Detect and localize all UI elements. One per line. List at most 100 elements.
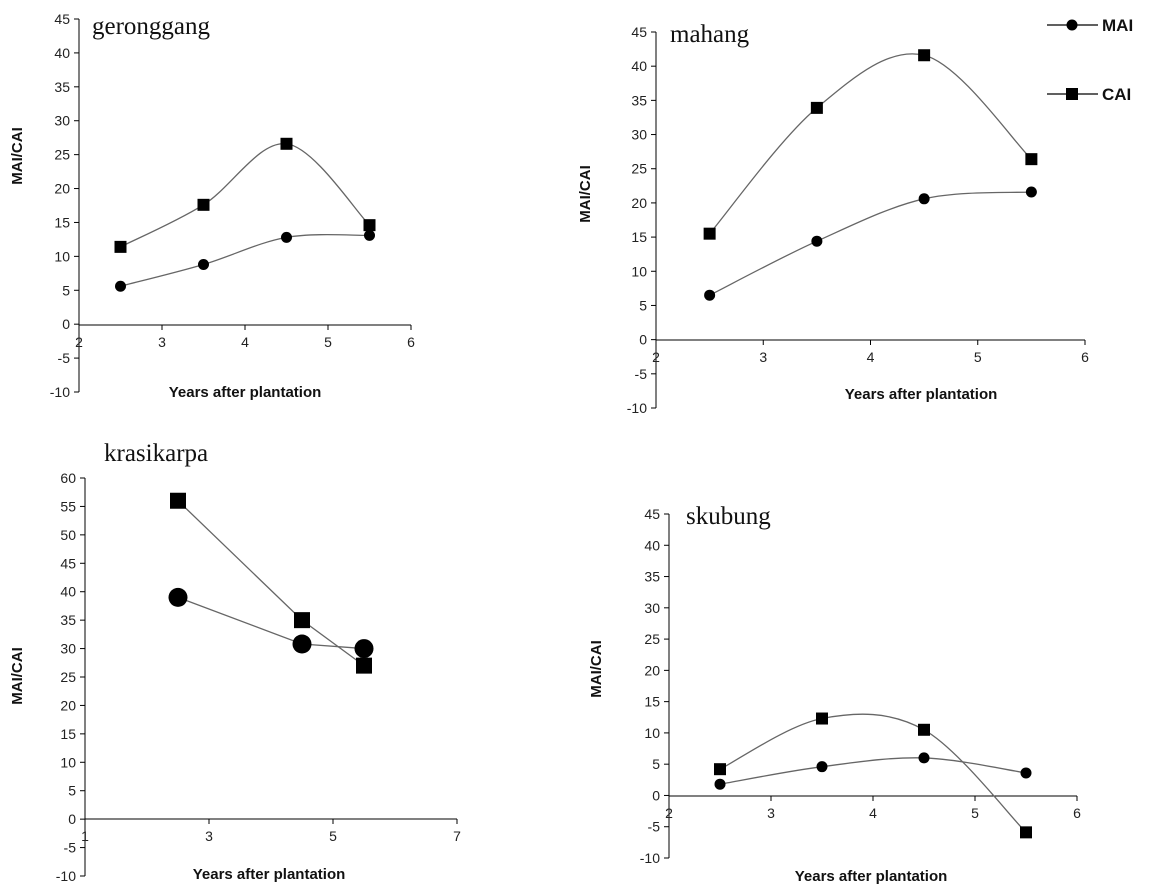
y-tick-label: 15 xyxy=(631,229,647,245)
y-tick-label: 5 xyxy=(62,282,70,298)
data-point-square xyxy=(714,763,726,776)
data-point-square xyxy=(170,492,186,509)
data-point-square xyxy=(918,49,931,62)
series-cai xyxy=(703,49,1038,240)
x-tick-label: 1 xyxy=(81,828,89,844)
legend-marker-square xyxy=(1066,88,1078,100)
data-point-square xyxy=(1020,826,1032,839)
data-point-square xyxy=(280,137,293,150)
y-tick-label: -10 xyxy=(50,384,70,400)
series-line xyxy=(709,53,1032,235)
series-cai xyxy=(170,492,372,674)
y-tick-label: -5 xyxy=(648,819,661,835)
y-tick-label: 55 xyxy=(60,498,76,514)
y-tick-label: -5 xyxy=(64,840,77,856)
series-line xyxy=(709,191,1032,296)
y-tick-label: 25 xyxy=(644,631,660,647)
data-point-circle xyxy=(918,193,930,205)
y-tick-label: 40 xyxy=(631,58,647,74)
series-line xyxy=(177,500,365,667)
y-tick-label: 30 xyxy=(54,113,70,129)
y-tick-label: 25 xyxy=(631,161,647,177)
y-tick-label: 30 xyxy=(60,641,76,657)
y-tick-label: 35 xyxy=(60,612,76,628)
y-tick-label: 15 xyxy=(54,214,70,230)
data-point-square xyxy=(810,101,823,114)
legend-entry-mai: MAI xyxy=(1047,16,1133,35)
data-point-square xyxy=(1025,153,1038,166)
x-tick-label: 7 xyxy=(453,828,461,844)
series-line xyxy=(719,713,1027,833)
x-tick-label: 2 xyxy=(652,349,660,365)
x-tick-label: 6 xyxy=(407,334,415,350)
x-tick-label: 3 xyxy=(759,349,767,365)
data-point-circle xyxy=(364,229,375,241)
series-mai xyxy=(115,229,375,292)
series-mai xyxy=(168,587,374,659)
series-cai xyxy=(714,712,1032,839)
y-tick-label: 25 xyxy=(60,669,76,685)
y-axis-title: MAI/CAI xyxy=(9,127,26,185)
y-tick-label: 40 xyxy=(644,537,660,553)
x-tick-label: 6 xyxy=(1081,349,1089,365)
x-axis-title: Years after plantation xyxy=(193,866,346,883)
data-point-square xyxy=(703,227,716,240)
x-tick-label: 2 xyxy=(665,805,673,821)
data-point-square xyxy=(197,198,210,211)
y-axis-title: MAI/CAI xyxy=(577,165,594,223)
data-point-circle xyxy=(704,289,716,301)
y-axis-title: MAI/CAI xyxy=(588,640,605,698)
y-tick-label: 20 xyxy=(60,697,76,713)
y-tick-label: 0 xyxy=(68,811,76,827)
y-tick-label: 20 xyxy=(644,662,660,678)
series-line xyxy=(719,757,1027,785)
y-tick-label: 10 xyxy=(631,263,647,279)
data-point-circle xyxy=(1025,186,1037,198)
y-axis-title: MAI/CAI xyxy=(9,647,26,705)
x-tick-label: 5 xyxy=(971,805,979,821)
series-cai xyxy=(114,137,376,253)
series-line xyxy=(120,234,370,287)
x-tick-label: 4 xyxy=(869,805,877,821)
y-tick-label: 20 xyxy=(631,195,647,211)
panel-title: skubung xyxy=(686,503,771,530)
data-point-circle xyxy=(292,634,312,654)
data-point-circle xyxy=(168,587,188,607)
data-point-circle xyxy=(816,761,828,773)
data-point-circle xyxy=(115,280,126,292)
y-tick-label: -5 xyxy=(58,350,71,366)
panel-title: geronggang xyxy=(92,13,211,40)
x-tick-label: 3 xyxy=(158,334,166,350)
data-point-square xyxy=(816,712,828,725)
x-tick-label: 5 xyxy=(329,828,337,844)
y-tick-label: 30 xyxy=(631,127,647,143)
legend: MAI CAI xyxy=(1047,16,1133,104)
x-axis-title: Years after plantation xyxy=(169,384,322,401)
y-tick-label: 0 xyxy=(62,316,70,332)
x-tick-label: 3 xyxy=(205,828,213,844)
y-tick-label: 45 xyxy=(631,24,647,40)
y-tick-label: 50 xyxy=(60,527,76,543)
series-mai xyxy=(714,752,1032,790)
series-mai xyxy=(704,186,1037,301)
data-point-square xyxy=(114,240,127,253)
x-tick-label: 4 xyxy=(867,349,875,365)
data-point-circle xyxy=(354,639,374,659)
x-tick-label: 4 xyxy=(241,334,249,350)
y-tick-label: -10 xyxy=(627,400,647,416)
y-tick-label: 35 xyxy=(631,92,647,108)
y-tick-label: -5 xyxy=(635,366,648,382)
y-tick-label: 10 xyxy=(54,248,70,264)
data-point-circle xyxy=(918,752,930,764)
x-tick-label: 5 xyxy=(324,334,332,350)
y-tick-label: 40 xyxy=(60,584,76,600)
y-tick-label: 25 xyxy=(54,147,70,163)
data-point-circle xyxy=(1020,767,1032,779)
y-tick-label: 0 xyxy=(652,787,660,803)
data-point-square xyxy=(363,219,376,232)
y-tick-label: 15 xyxy=(644,694,660,710)
